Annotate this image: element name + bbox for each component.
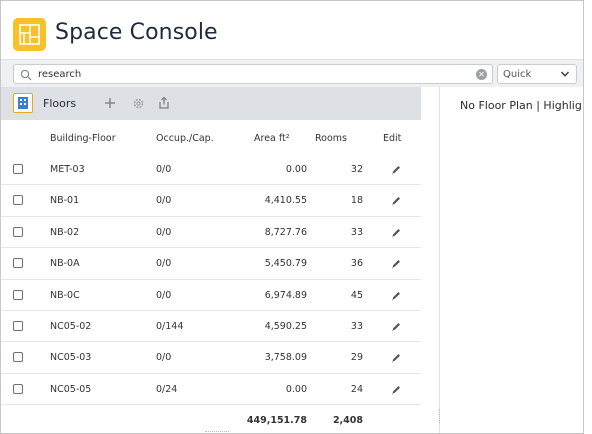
panel-splitter[interactable]	[439, 409, 441, 423]
total-area: 449,151.78	[246, 415, 307, 427]
row-checkbox[interactable]	[13, 195, 23, 206]
table-header: Building-Floor Occup./Cap. Area ft² Room…	[1, 120, 421, 154]
rooms-cell: 32	[350, 164, 363, 175]
occupancy-cell: 0/0	[156, 289, 172, 301]
occupancy-cell: 0/0	[156, 164, 172, 175]
edit-icon[interactable]	[390, 163, 402, 175]
table-footer: 449,151.78 2,408	[1, 405, 421, 433]
export-icon[interactable]	[156, 95, 172, 111]
table-row[interactable]: NB-02 0/0 8,727.76 33	[1, 217, 421, 249]
edit-icon[interactable]	[390, 351, 402, 363]
edit-icon[interactable]	[390, 226, 402, 238]
settings-icon[interactable]	[130, 95, 146, 111]
building-floor-cell: NB-01	[50, 195, 80, 207]
search-mode-value: Quick	[503, 69, 532, 80]
row-checkbox[interactable]	[13, 320, 23, 331]
occupancy-cell: 0/0	[156, 226, 172, 238]
clear-search-icon[interactable]: ✕	[476, 69, 487, 80]
floor-plan-panel	[439, 120, 583, 433]
building-floor-cell: NC05-05	[50, 383, 92, 395]
rooms-cell: 18	[350, 195, 363, 207]
rooms-cell: 33	[350, 320, 363, 332]
area-cell: 4,410.55	[264, 195, 307, 207]
edit-icon[interactable]	[390, 257, 402, 269]
row-checkbox[interactable]	[13, 383, 23, 394]
building-floor-cell: NC05-02	[50, 320, 92, 332]
occupancy-cell: 0/0	[156, 195, 172, 207]
floors-table: Building-Floor Occup./Cap. Area ft² Room…	[1, 120, 421, 433]
panel-gap	[421, 87, 439, 120]
search-icon	[20, 68, 32, 86]
row-checkbox[interactable]	[13, 289, 23, 300]
row-checkbox[interactable]	[13, 226, 23, 237]
search-bar: ✕ Quick	[1, 59, 583, 87]
area-cell: 5,450.79	[264, 258, 307, 270]
area-cell: 8,727.76	[264, 226, 307, 238]
rooms-cell: 24	[350, 383, 363, 395]
building-floor-cell: MET-03	[50, 164, 85, 175]
table-row[interactable]: NB-0A 0/0 5,450.79 36	[1, 248, 421, 280]
row-checkbox[interactable]	[13, 258, 23, 269]
area-cell: 0.00	[285, 383, 307, 395]
floor-plan-header: No Floor Plan | Highlig	[439, 87, 583, 120]
total-rooms: 2,408	[332, 415, 363, 427]
table-row[interactable]: NC05-02 0/144 4,590.25 33	[1, 311, 421, 343]
chevron-down-icon	[560, 69, 570, 82]
rooms-cell: 29	[350, 352, 363, 364]
resize-handle[interactable]	[205, 431, 229, 433]
row-checkbox[interactable]	[13, 164, 23, 174]
floor-plan-icon	[13, 18, 46, 51]
table-row[interactable]: NB-0C 0/0 6,974.89 45	[1, 280, 421, 311]
edit-icon[interactable]	[390, 194, 402, 206]
rooms-cell: 36	[350, 258, 363, 270]
building-floor-cell: NB-0A	[50, 258, 80, 270]
area-cell: 6,974.89	[264, 289, 307, 301]
header-building-floor[interactable]: Building-Floor	[50, 133, 116, 144]
occupancy-cell: 0/24	[156, 383, 178, 395]
table-row[interactable]: NB-01 0/0 4,410.55 18	[1, 185, 421, 217]
building-floor-cell: NB-0C	[50, 289, 80, 301]
table-row[interactable]: NC05-05 0/24 0.00 24	[1, 374, 421, 406]
header-occupancy[interactable]: Occup./Cap.	[156, 133, 214, 144]
edit-icon[interactable]	[390, 383, 402, 395]
occupancy-cell: 0/144	[156, 320, 184, 332]
search-box[interactable]: ✕	[13, 64, 493, 84]
edit-icon[interactable]	[390, 289, 402, 301]
row-checkbox[interactable]	[13, 352, 23, 363]
page-title: Space Console	[55, 20, 218, 45]
occupancy-cell: 0/0	[156, 352, 172, 364]
table-row[interactable]: MET-03 0/0 0.00 32	[1, 154, 421, 186]
search-mode-select[interactable]: Quick	[497, 64, 577, 84]
rooms-cell: 45	[350, 289, 363, 301]
edit-icon[interactable]	[390, 320, 402, 332]
building-floor-cell: NB-02	[50, 226, 80, 238]
floor-plan-message: No Floor Plan | Highlig	[460, 99, 582, 112]
occupancy-cell: 0/0	[156, 258, 172, 270]
area-cell: 4,590.25	[264, 320, 307, 332]
floors-toolbar: Floors	[1, 87, 421, 120]
building-floor-cell: NC05-03	[50, 352, 92, 364]
header-edit: Edit	[383, 133, 402, 144]
table-row[interactable]: NC05-03 0/0 3,758.09 29	[1, 342, 421, 374]
add-icon[interactable]	[102, 95, 118, 111]
header-area[interactable]: Area ft²	[254, 133, 290, 144]
area-cell: 3,758.09	[264, 352, 307, 364]
header-rooms[interactable]: Rooms	[315, 133, 348, 144]
building-icon	[13, 93, 33, 113]
area-cell: 0.00	[285, 164, 307, 175]
search-input[interactable]	[38, 67, 458, 82]
rooms-cell: 33	[350, 226, 363, 238]
app-header: Space Console	[1, 1, 583, 59]
floors-panel-title: Floors	[43, 97, 77, 110]
